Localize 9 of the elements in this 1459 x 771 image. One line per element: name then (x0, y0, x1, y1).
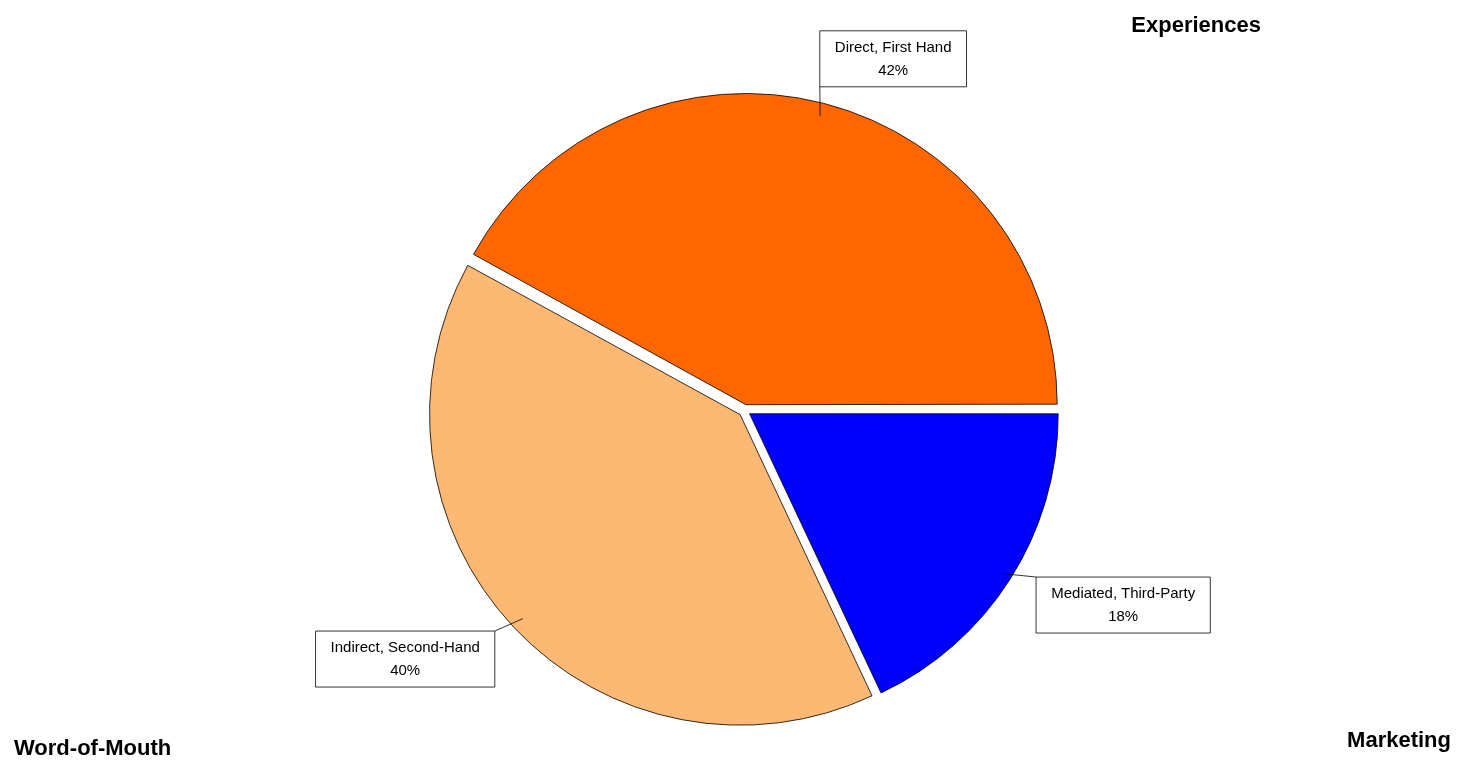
slice-label: Direct, First Hand (834, 37, 952, 55)
text: Word-of-Mouth (14, 735, 172, 761)
slice-label: Indirect, Second-Hand (330, 638, 480, 656)
text: Marketing (1347, 727, 1451, 753)
data-label: 40% (390, 661, 421, 679)
data-label: 18% (1108, 607, 1139, 625)
data-label: 42% (878, 60, 909, 78)
text: Experiences (1131, 12, 1261, 38)
slice-label: Mediated, Third-Party (1051, 584, 1196, 602)
